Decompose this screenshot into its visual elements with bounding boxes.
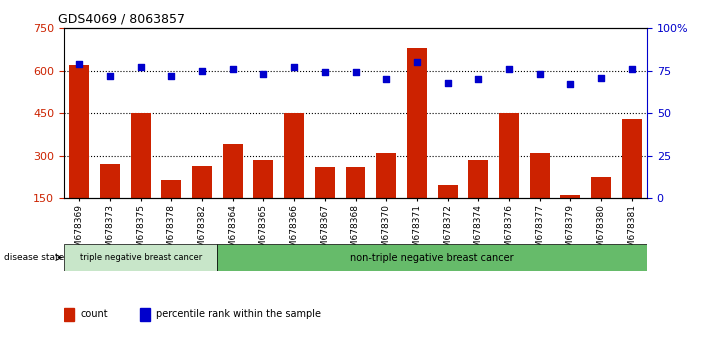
Bar	[560, 195, 580, 198]
Bar	[437, 185, 458, 198]
Point	[595, 75, 606, 80]
Bar	[223, 144, 242, 198]
Point	[105, 73, 116, 79]
Bar	[140, 308, 150, 321]
Bar	[64, 244, 218, 271]
Text: percentile rank within the sample: percentile rank within the sample	[156, 309, 321, 319]
Bar	[161, 180, 181, 198]
Point	[626, 66, 637, 72]
Point	[442, 80, 453, 86]
Point	[135, 64, 146, 70]
Point	[503, 66, 515, 72]
Bar	[499, 113, 519, 198]
Point	[350, 70, 361, 75]
Bar	[70, 65, 90, 198]
Text: disease state: disease state	[4, 253, 64, 262]
Bar	[469, 160, 488, 198]
Point	[565, 81, 576, 87]
Bar	[218, 244, 647, 271]
Point	[380, 76, 392, 82]
Bar	[131, 113, 151, 198]
Bar	[621, 119, 641, 198]
Text: non-triple negative breast cancer: non-triple negative breast cancer	[351, 252, 514, 263]
Point	[473, 76, 484, 82]
Point	[319, 70, 331, 75]
Bar	[64, 308, 75, 321]
Text: GDS4069 / 8063857: GDS4069 / 8063857	[58, 13, 185, 26]
Point	[166, 73, 177, 79]
Bar	[591, 177, 611, 198]
Bar	[315, 167, 335, 198]
Bar	[100, 164, 120, 198]
Point	[534, 72, 545, 77]
Point	[289, 64, 300, 70]
Bar	[530, 153, 550, 198]
Text: count: count	[80, 309, 108, 319]
Bar	[284, 113, 304, 198]
Text: triple negative breast cancer: triple negative breast cancer	[80, 253, 202, 262]
Point	[227, 66, 238, 72]
Bar	[192, 166, 212, 198]
Point	[74, 61, 85, 67]
Bar	[407, 48, 427, 198]
Point	[411, 59, 422, 65]
Bar	[253, 160, 274, 198]
Point	[258, 72, 269, 77]
Bar	[346, 167, 365, 198]
Bar	[376, 153, 396, 198]
Point	[196, 68, 208, 74]
